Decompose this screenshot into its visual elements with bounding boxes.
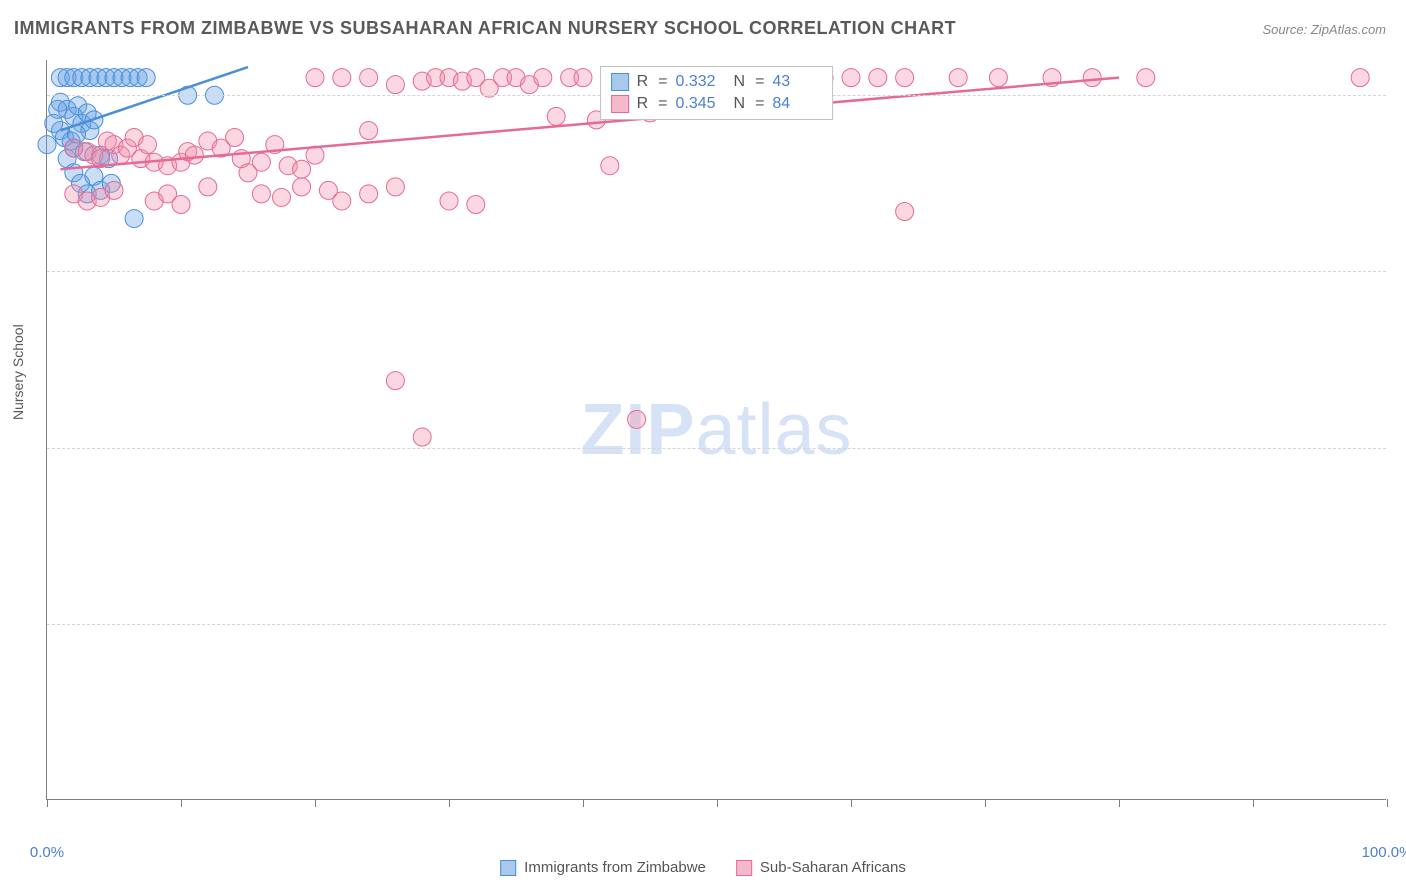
- legend-row-0: R = 0.332 N = 43: [611, 71, 823, 93]
- xtick: [449, 799, 450, 807]
- scatter-point: [273, 188, 291, 206]
- scatter-point: [360, 69, 378, 87]
- scatter-point: [360, 121, 378, 139]
- scatter-point: [360, 185, 378, 203]
- scatter-point: [842, 69, 860, 87]
- plot-area: ZIPatlas R = 0.332 N = 43 R = 0.345 N = …: [46, 60, 1386, 800]
- ytick-label: 95.0%: [1396, 263, 1406, 280]
- scatter-point: [306, 69, 324, 87]
- xtick: [985, 799, 986, 807]
- legend-swatch-1: [611, 95, 629, 113]
- scatter-point: [896, 69, 914, 87]
- legend-n-val-1: 84: [772, 95, 822, 113]
- xtick: [181, 799, 182, 807]
- legend-item-1: Sub-Saharan Africans: [736, 859, 906, 876]
- xtick-label: 100.0%: [1362, 844, 1406, 861]
- scatter-point: [949, 69, 967, 87]
- legend-eq: =: [658, 73, 667, 91]
- scatter-point: [125, 210, 143, 228]
- y-axis-label: Nursery School: [10, 324, 26, 420]
- xtick: [717, 799, 718, 807]
- ytick-label: 90.0%: [1396, 439, 1406, 456]
- legend-eq: =: [755, 73, 764, 91]
- legend-label-1: Sub-Saharan Africans: [760, 859, 906, 876]
- scatter-point: [293, 160, 311, 178]
- legend-label-0: Immigrants from Zimbabwe: [524, 859, 706, 876]
- scatter-point: [139, 136, 157, 154]
- xtick: [315, 799, 316, 807]
- source-attribution: Source: ZipAtlas.com: [1262, 22, 1386, 37]
- scatter-point: [1083, 69, 1101, 87]
- legend-r-val-0: 0.332: [676, 73, 726, 91]
- xtick: [47, 799, 48, 807]
- xtick-label: 0.0%: [30, 844, 64, 861]
- scatter-point: [105, 181, 123, 199]
- ytick-label: 100.0%: [1396, 87, 1406, 104]
- scatter-point: [185, 146, 203, 164]
- legend-item-0: Immigrants from Zimbabwe: [500, 859, 706, 876]
- scatter-point: [869, 69, 887, 87]
- scatter-point: [172, 195, 190, 213]
- scatter-point: [1137, 69, 1155, 87]
- legend-swatch-icon: [500, 860, 516, 876]
- xtick: [851, 799, 852, 807]
- scatter-point: [440, 192, 458, 210]
- scatter-point: [896, 203, 914, 221]
- scatter-point: [628, 410, 646, 428]
- scatter-point: [333, 192, 351, 210]
- legend-row-1: R = 0.345 N = 84: [611, 93, 823, 115]
- scatter-point: [547, 107, 565, 125]
- scatter-point: [386, 372, 404, 390]
- xtick: [1387, 799, 1388, 807]
- legend-n-val-0: 43: [772, 73, 822, 91]
- legend-swatch-icon: [736, 860, 752, 876]
- series-legend: Immigrants from Zimbabwe Sub-Saharan Afr…: [500, 859, 906, 876]
- legend-swatch-0: [611, 73, 629, 91]
- scatter-point: [252, 153, 270, 171]
- legend-eq: =: [658, 95, 667, 113]
- scatter-point: [386, 178, 404, 196]
- scatter-point: [534, 69, 552, 87]
- legend-n-label: N: [734, 95, 746, 113]
- scatter-point: [413, 428, 431, 446]
- gridline: [47, 448, 1386, 449]
- correlation-legend: R = 0.332 N = 43 R = 0.345 N = 84: [600, 66, 834, 120]
- scatter-point: [386, 76, 404, 94]
- legend-r-label: R: [637, 73, 649, 91]
- legend-r-label: R: [637, 95, 649, 113]
- xtick: [1253, 799, 1254, 807]
- gridline: [47, 271, 1386, 272]
- scatter-point: [38, 136, 56, 154]
- legend-eq: =: [755, 95, 764, 113]
- xtick: [1119, 799, 1120, 807]
- scatter-point: [601, 157, 619, 175]
- scatter-point: [1351, 69, 1369, 87]
- scatter-point: [574, 69, 592, 87]
- scatter-point: [49, 100, 67, 118]
- scatter-point: [989, 69, 1007, 87]
- scatter-point: [293, 178, 311, 196]
- chart-title: IMMIGRANTS FROM ZIMBABWE VS SUBSAHARAN A…: [14, 18, 956, 39]
- gridline: [47, 624, 1386, 625]
- legend-r-val-1: 0.345: [676, 95, 726, 113]
- scatter-point: [467, 195, 485, 213]
- scatter-point: [199, 178, 217, 196]
- scatter-point: [137, 69, 155, 87]
- ytick-label: 85.0%: [1396, 615, 1406, 632]
- legend-n-label: N: [734, 73, 746, 91]
- scatter-point: [226, 129, 244, 147]
- chart-svg: [47, 60, 1386, 799]
- scatter-point: [252, 185, 270, 203]
- scatter-point: [333, 69, 351, 87]
- xtick: [583, 799, 584, 807]
